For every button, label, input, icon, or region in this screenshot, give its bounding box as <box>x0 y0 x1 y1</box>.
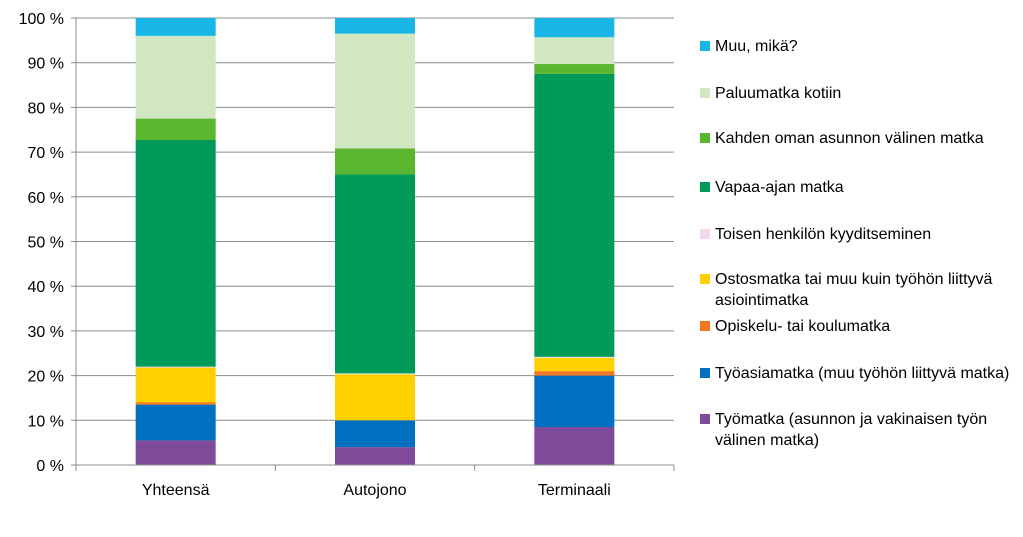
x-tick-label: Terminaali <box>538 482 611 499</box>
y-tick-labels: 0 % 10 % 20 % 30 % 40 % 50 % 60 % 70 % 80 % 90 % 1… <box>19 11 64 475</box>
bars <box>135 18 615 465</box>
legend: Muu, mikä? Paluumatka kotiin Kahden oman a… <box>700 0 1020 537</box>
y-tick-label: 90 % <box>28 56 64 73</box>
bar-segment <box>335 374 415 421</box>
bar-segment <box>534 375 615 428</box>
y-tick-label: 40 % <box>28 279 64 296</box>
bar-segment <box>135 35 216 119</box>
bar-segment <box>534 356 615 358</box>
legend-swatch <box>700 368 710 378</box>
bar-segment <box>534 371 615 376</box>
y-tick-label: 70 % <box>28 145 64 162</box>
bar-segment <box>335 148 415 175</box>
bar-segment <box>534 73 615 357</box>
bar-segment <box>335 18 415 34</box>
bar-segment <box>335 373 415 375</box>
legend-label: Työmatka (asunnon ja vakinaisen työn väl… <box>715 411 988 449</box>
y-tick-label: 0 % <box>36 458 64 475</box>
y-tick-label: 10 % <box>28 413 64 430</box>
y-tick-label: 100 % <box>19 11 64 28</box>
bar-segment <box>135 118 216 141</box>
legend-label: Opiskelu- tai koulumatka <box>715 318 891 335</box>
bar-segment <box>534 427 615 465</box>
x-tick-label: Yhteensä <box>142 482 210 499</box>
bar-segment <box>135 367 216 403</box>
legend-swatch <box>700 182 710 192</box>
legend-item: Toisen henkilön kyyditseminen <box>700 224 1015 245</box>
legend-label: Työasiamatka (muu työhön liittyvä matka) <box>715 365 1010 382</box>
bar-segment <box>135 440 216 465</box>
y-tick-label: 20 % <box>28 369 64 386</box>
legend-item: Ostosmatka tai muu kuin työhön liittyvä … <box>700 269 1015 311</box>
y-tick-label: 30 % <box>28 324 64 341</box>
legend-item: Kahden oman asunnon välinen matka <box>700 128 1015 149</box>
bar-segment <box>335 174 415 374</box>
legend-swatch <box>700 41 710 51</box>
legend-item: Paluumatka kotiin <box>700 83 1015 104</box>
legend-swatch <box>700 321 710 331</box>
bar-segment <box>135 404 216 441</box>
bar-segment <box>135 402 216 405</box>
bar-segment <box>335 447 415 465</box>
stacked-bar-chart: 0 % 10 % 20 % 30 % 40 % 50 % 60 % 70 % 80 % 90 % 1… <box>19 11 675 499</box>
legend-swatch <box>700 274 710 284</box>
bar-segment <box>534 37 615 65</box>
bar-segment <box>135 18 216 36</box>
legend-item: Työasiamatka (muu työhön liittyvä matka) <box>700 363 1015 384</box>
x-tick-labels: Yhteensä Autojono Terminaali <box>142 482 611 499</box>
legend-item: Työmatka (asunnon ja vakinaisen työn väl… <box>700 409 1015 451</box>
legend-label: Toisen henkilön kyyditseminen <box>715 226 932 243</box>
bar-segment <box>534 357 615 372</box>
legend-swatch <box>700 88 710 98</box>
legend-label: Ostosmatka tai muu kuin työhön liittyvä … <box>715 271 993 309</box>
legend-swatch <box>700 133 710 143</box>
legend-item: Opiskelu- tai koulumatka <box>700 316 1015 337</box>
legend-swatch <box>700 414 710 424</box>
legend-swatch <box>700 229 710 239</box>
legend-item: Muu, mikä? <box>700 36 1015 57</box>
x-tick-label: Autojono <box>343 482 406 499</box>
legend-label: Paluumatka kotiin <box>715 85 842 102</box>
bar-segment <box>135 140 216 367</box>
legend-label: Vapaa-ajan matka <box>715 179 844 196</box>
bar-segment <box>335 420 415 448</box>
legend-label: Kahden oman asunnon välinen matka <box>715 130 984 147</box>
y-tick-label: 50 % <box>28 235 64 252</box>
y-tick-label: 60 % <box>28 190 64 207</box>
legend-label: Muu, mikä? <box>715 38 798 55</box>
bar-segment <box>534 64 615 74</box>
legend-item: Vapaa-ajan matka <box>700 177 1015 198</box>
bar-segment <box>534 18 615 38</box>
bar-segment <box>335 33 415 149</box>
axes <box>75 18 675 471</box>
bar-segment <box>135 366 216 368</box>
y-tick-label: 80 % <box>28 100 64 117</box>
